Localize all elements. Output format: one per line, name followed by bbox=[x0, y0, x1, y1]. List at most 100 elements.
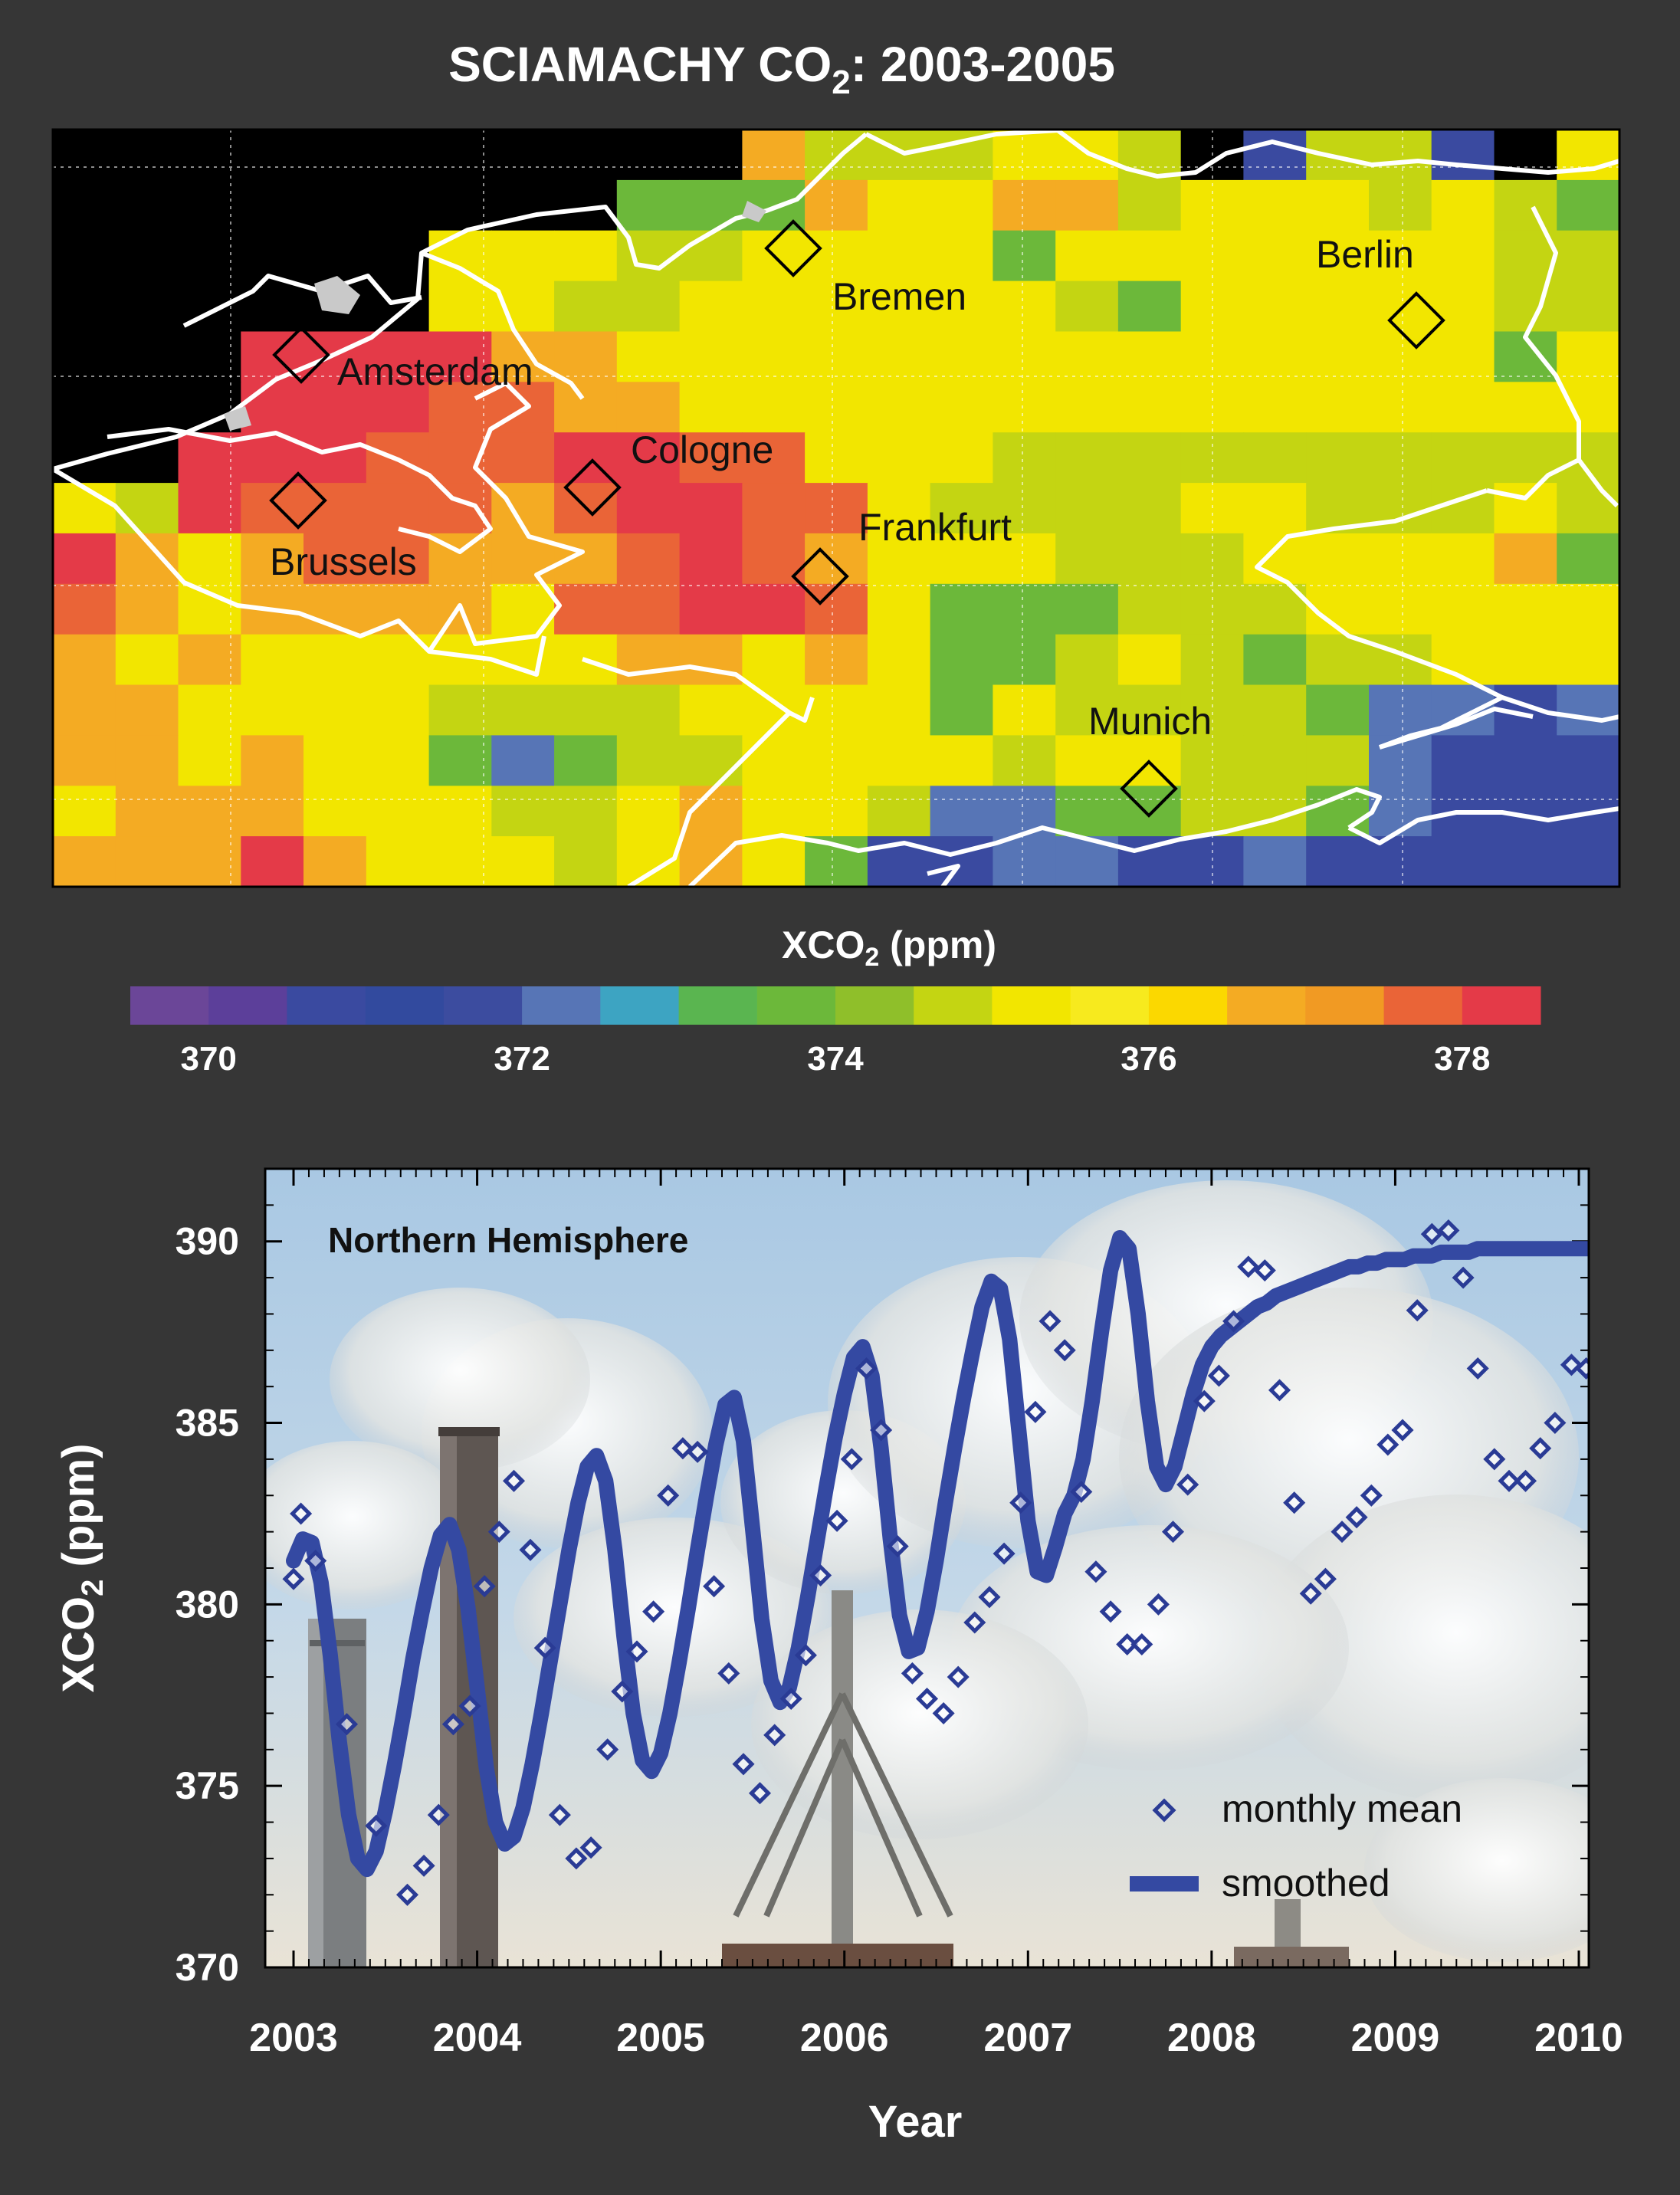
map-cell bbox=[867, 483, 931, 534]
map-cell bbox=[1369, 230, 1432, 282]
map-cell bbox=[867, 179, 931, 231]
map-cell bbox=[679, 331, 743, 382]
monthly-mean-point bbox=[282, 1567, 305, 1590]
map-cell bbox=[993, 130, 1056, 181]
monthly-mean-point bbox=[703, 1575, 726, 1598]
colorbar-swatch bbox=[678, 986, 758, 1025]
map-cell bbox=[1055, 684, 1119, 736]
map-cell bbox=[1557, 583, 1619, 635]
monthly-mean-point bbox=[1176, 1473, 1199, 1496]
city-marker-icon bbox=[1120, 760, 1178, 818]
map-cell bbox=[679, 382, 743, 433]
monthly-mean-point bbox=[473, 1575, 496, 1598]
map-cell bbox=[366, 130, 430, 181]
map-cell bbox=[930, 179, 993, 231]
map-cell bbox=[491, 786, 555, 837]
map-cell bbox=[304, 179, 367, 231]
monthly-mean-point bbox=[548, 1803, 571, 1826]
map-cell bbox=[491, 230, 555, 282]
monthly-mean-point bbox=[1084, 1560, 1107, 1583]
city-marker-icon bbox=[791, 547, 849, 605]
monthly-mean-point bbox=[657, 1484, 680, 1507]
map-cell bbox=[1557, 382, 1619, 433]
map-cell bbox=[241, 684, 304, 736]
map-cell bbox=[428, 786, 492, 837]
map-cell bbox=[930, 735, 993, 786]
map-cell bbox=[805, 432, 868, 484]
map-cell bbox=[1306, 382, 1370, 433]
series-smoothed bbox=[286, 1230, 1589, 1878]
map-cell bbox=[304, 786, 367, 837]
map-cell bbox=[115, 483, 179, 534]
map-cell bbox=[1117, 836, 1182, 887]
map-cell bbox=[241, 382, 304, 433]
map-cell bbox=[304, 684, 367, 736]
map-cell bbox=[1243, 836, 1307, 887]
map-cell bbox=[1055, 179, 1119, 231]
map-cell bbox=[178, 735, 241, 786]
map-cell bbox=[1117, 583, 1182, 635]
monthly-mean-point bbox=[365, 1814, 388, 1837]
map-cell bbox=[1557, 281, 1619, 333]
map-cell bbox=[616, 684, 681, 736]
map-cell bbox=[53, 786, 116, 837]
map-cell bbox=[993, 836, 1056, 887]
map-cell bbox=[742, 735, 806, 786]
map-cell bbox=[616, 281, 681, 333]
map-cell bbox=[679, 533, 743, 585]
chart-title: Northern Hemisphere bbox=[328, 1220, 688, 1260]
map-cell bbox=[53, 684, 116, 736]
map-cell bbox=[115, 281, 179, 333]
map-cell bbox=[1431, 130, 1495, 181]
map-cell bbox=[428, 382, 492, 433]
map-cell bbox=[241, 786, 304, 837]
map-cell bbox=[115, 735, 179, 786]
map-cell bbox=[1494, 483, 1557, 534]
map-cell bbox=[930, 382, 993, 433]
monthly-mean-point bbox=[625, 1640, 648, 1663]
map-cell bbox=[930, 432, 993, 484]
monthly-mean-point bbox=[1193, 1390, 1216, 1412]
map-cell bbox=[53, 179, 116, 231]
map-cell bbox=[805, 130, 868, 181]
monthly-mean-point bbox=[412, 1854, 435, 1877]
map-cell bbox=[867, 382, 931, 433]
map-cell bbox=[1117, 281, 1182, 333]
map-cell bbox=[1180, 331, 1245, 382]
legend-label-monthly-mean: monthly mean bbox=[1222, 1787, 1462, 1830]
y-tick-label: 370 bbox=[176, 1946, 239, 1989]
monthly-mean-point bbox=[717, 1662, 740, 1685]
map-cell bbox=[178, 634, 241, 686]
map-cell bbox=[1117, 533, 1182, 585]
smoothed-line bbox=[286, 1230, 1589, 1878]
timeseries-chart: 370 375 380 385 390 2003 2004 2005 2006 2007 2008… bbox=[54, 1167, 1623, 2147]
map-cell bbox=[241, 179, 304, 231]
map-cell bbox=[366, 483, 430, 534]
map-cell bbox=[1557, 533, 1619, 585]
series-monthly-mean bbox=[282, 1219, 1589, 1906]
map-cell bbox=[241, 836, 304, 887]
map-cell bbox=[304, 230, 367, 282]
map-cell bbox=[616, 634, 681, 686]
monthly-mean-point bbox=[901, 1662, 924, 1685]
map-cell bbox=[1055, 735, 1119, 786]
map-cell bbox=[616, 735, 681, 786]
map-cell bbox=[679, 735, 743, 786]
map-cell bbox=[867, 786, 931, 837]
legend-diamond-icon bbox=[1152, 1798, 1176, 1823]
map-cell bbox=[366, 836, 430, 887]
map-cell bbox=[366, 786, 430, 837]
map-cell bbox=[428, 836, 492, 887]
map-cell bbox=[366, 684, 430, 736]
colorbar-swatch bbox=[914, 986, 993, 1025]
map-cell bbox=[554, 130, 618, 181]
map-cell bbox=[554, 382, 618, 433]
map-cell bbox=[1306, 130, 1370, 181]
map-cell bbox=[1369, 281, 1432, 333]
map-cell bbox=[1431, 230, 1495, 282]
map-cell bbox=[1117, 382, 1182, 433]
map-cell bbox=[53, 130, 116, 181]
map-cell bbox=[930, 483, 993, 534]
map-cell bbox=[805, 230, 868, 282]
monthly-mean-point bbox=[1099, 1600, 1122, 1623]
